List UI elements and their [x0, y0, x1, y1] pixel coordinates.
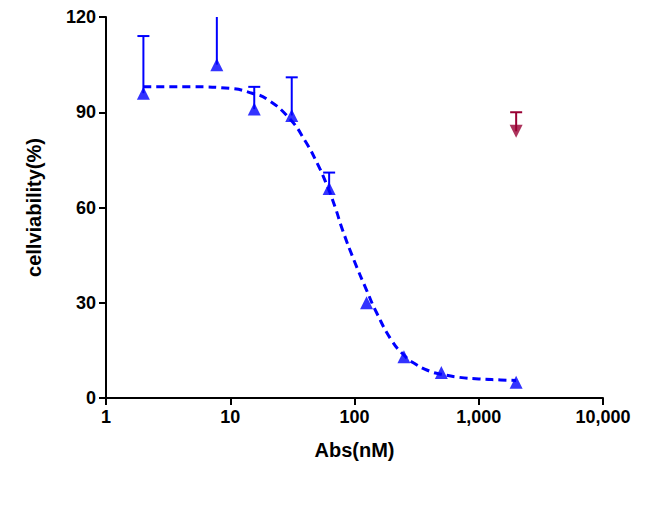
svg-text:0: 0 [86, 388, 96, 408]
svg-text:90: 90 [76, 102, 96, 122]
svg-text:1,000: 1,000 [456, 407, 501, 427]
svg-text:1: 1 [101, 407, 111, 427]
svg-text:10: 10 [220, 407, 240, 427]
svg-text:10,000: 10,000 [575, 407, 630, 427]
svg-text:30: 30 [76, 293, 96, 313]
svg-text:60: 60 [76, 198, 96, 218]
svg-text:Abs(nM): Abs(nM) [315, 439, 395, 461]
svg-text:120: 120 [66, 7, 96, 27]
svg-text:cellviability(%): cellviability(%) [23, 138, 45, 277]
svg-text:100: 100 [339, 407, 369, 427]
